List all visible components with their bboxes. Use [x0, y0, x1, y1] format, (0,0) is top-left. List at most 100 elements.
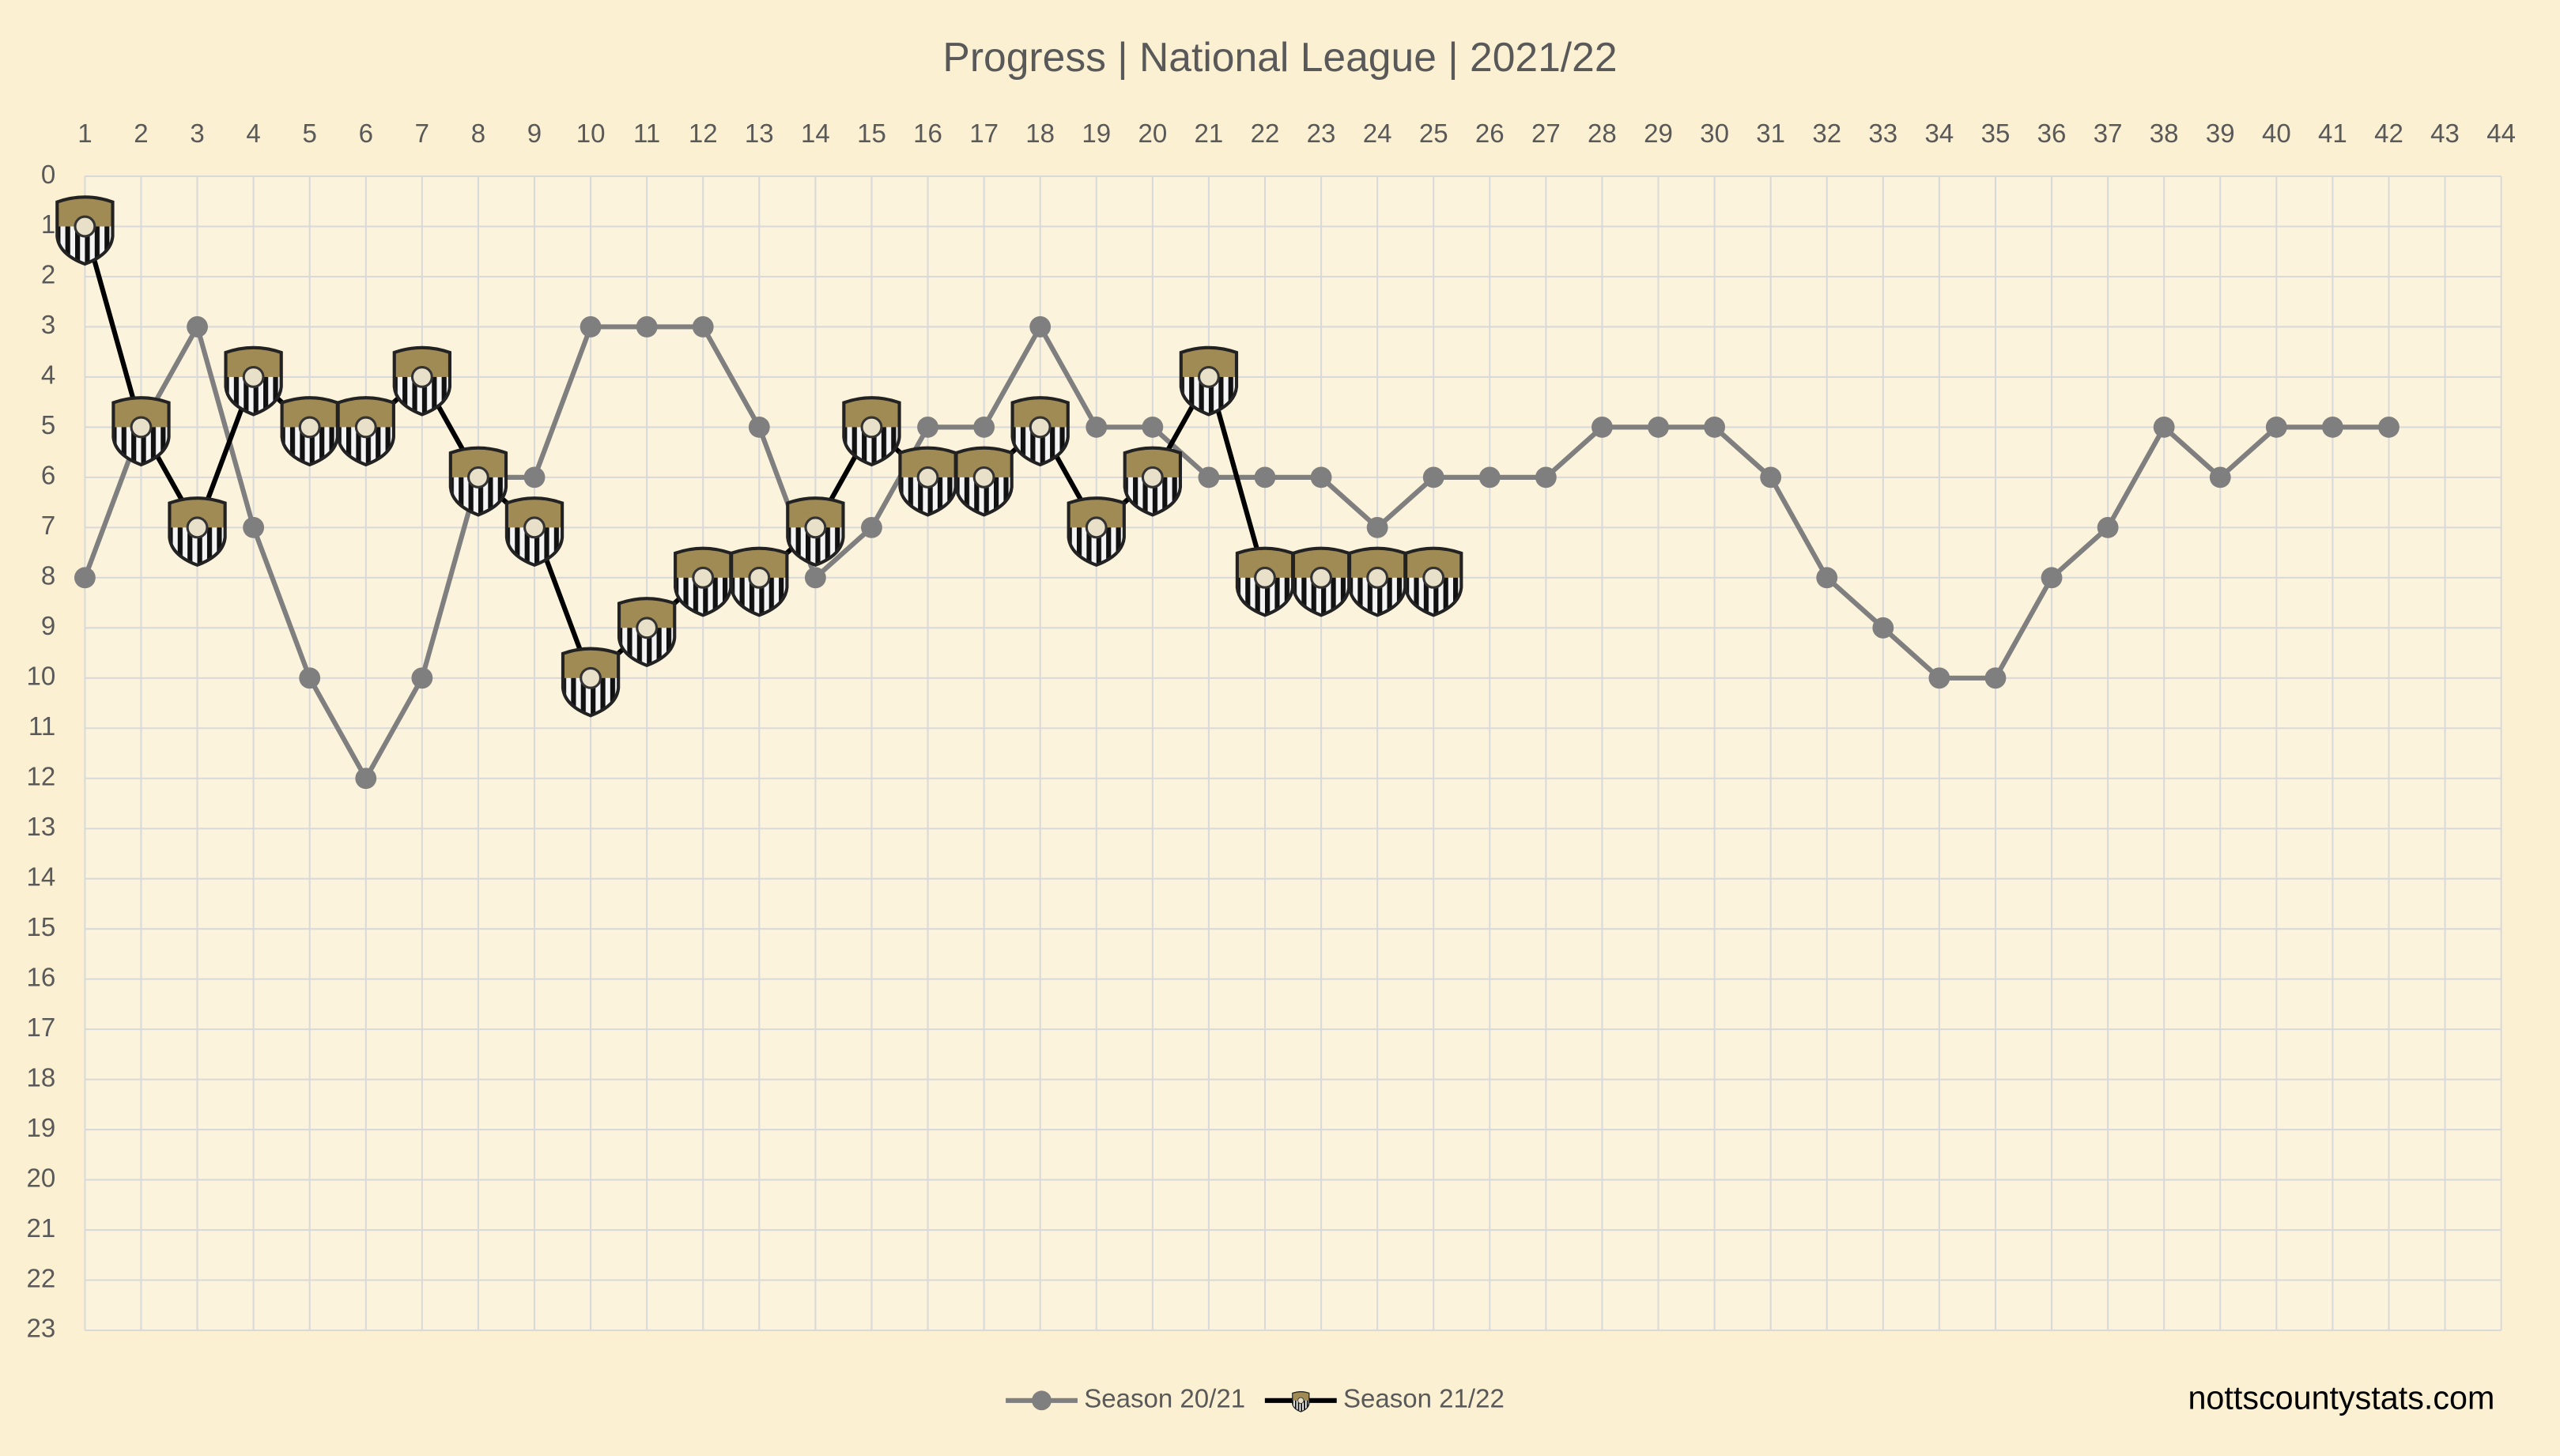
x-tick-label: 37	[2094, 119, 2123, 149]
x-tick-label: 24	[1363, 119, 1392, 149]
y-tick-label: 15	[26, 913, 55, 942]
x-tick-label: 19	[1082, 119, 1111, 149]
badge-marker	[448, 446, 508, 517]
x-tick-label: 9	[527, 119, 542, 149]
badge-outline	[392, 345, 452, 417]
point	[355, 768, 377, 790]
point	[1310, 466, 1332, 488]
badge-crest	[1422, 566, 1445, 589]
badge-crest	[523, 516, 546, 539]
x-tick-label: 14	[801, 119, 830, 149]
point	[1366, 516, 1388, 538]
point	[299, 667, 321, 689]
point	[580, 316, 602, 338]
badge-crest	[466, 466, 489, 488]
x-tick-label: 22	[1251, 119, 1280, 149]
point	[1872, 617, 1894, 639]
x-tick-label: 34	[1925, 119, 1954, 149]
x-tick-label: 42	[2374, 119, 2403, 149]
x-tick-label: 20	[1138, 119, 1167, 149]
x-tick-label: 18	[1025, 119, 1055, 149]
x-tick-label: 40	[2262, 119, 2291, 149]
point	[1422, 466, 1444, 488]
badge-marker	[898, 446, 957, 517]
badge-marker	[1292, 1391, 1310, 1413]
x-tick-label: 26	[1475, 119, 1505, 149]
point	[1928, 667, 1950, 689]
point	[411, 667, 433, 689]
x-tick-label: 15	[857, 119, 886, 149]
badge-crest	[74, 215, 96, 238]
badge-marker	[617, 597, 677, 668]
badge-crest	[972, 466, 995, 488]
badge-outline	[55, 195, 115, 266]
y-tick-label: 23	[26, 1315, 55, 1344]
badge-body	[1293, 548, 1350, 616]
x-tick-label: 25	[1419, 119, 1448, 149]
badge-outline	[730, 546, 789, 617]
y-tick-label: 19	[26, 1114, 55, 1143]
badge-outline	[280, 396, 339, 467]
badge-crest	[692, 566, 715, 589]
y-tick-label: 17	[26, 1013, 55, 1043]
badge-crest	[804, 516, 827, 539]
badge-marker	[730, 546, 789, 617]
grid	[84, 175, 2502, 1332]
y-tick-label: 1	[41, 210, 55, 240]
point	[2153, 416, 2175, 438]
badge-marker	[674, 546, 733, 617]
point	[917, 416, 938, 438]
x-tick-label: 21	[1195, 119, 1224, 149]
x-tick-label: 28	[1588, 119, 1617, 149]
chart-title: Progress | National League | 2021/22	[942, 34, 1617, 80]
y-tick-label: 22	[26, 1264, 55, 1293]
x-tick-label: 5	[303, 119, 317, 149]
x-tick-label: 39	[2206, 119, 2235, 149]
x-tick-label: 43	[2430, 119, 2460, 149]
point	[1086, 416, 1108, 438]
x-tick-label: 44	[2486, 119, 2516, 149]
x-tick-label: 33	[1868, 119, 1897, 149]
point	[861, 516, 882, 538]
badge-marker	[280, 396, 339, 467]
badge-marker	[1235, 546, 1295, 617]
x-tick-label: 32	[1812, 119, 1841, 149]
x-tick-label: 2	[134, 119, 148, 149]
badge-marker	[168, 496, 227, 568]
badge-marker	[224, 345, 283, 417]
x-tick-label: 17	[969, 119, 999, 149]
badge-crest	[636, 617, 659, 639]
x-tick-label: 7	[415, 119, 429, 149]
point	[1704, 416, 1726, 438]
badge-crest	[410, 365, 433, 388]
point	[692, 316, 714, 338]
badge-outline	[954, 446, 1014, 517]
badge-outline	[1292, 1391, 1310, 1413]
y-tick-label: 9	[41, 612, 55, 641]
point	[804, 567, 826, 589]
y-tick-label: 20	[26, 1164, 55, 1193]
badge-marker	[786, 496, 845, 568]
y-tick-label: 13	[26, 813, 55, 842]
series	[55, 195, 1463, 718]
badge-marker	[392, 345, 452, 417]
badge-outline	[786, 496, 845, 568]
x-tick-label: 27	[1531, 119, 1561, 149]
point	[74, 567, 96, 589]
y-tick-label: 8	[41, 562, 55, 591]
y-tick-label: 7	[41, 511, 55, 541]
badge-crest	[1029, 416, 1052, 439]
badge-marker	[111, 396, 171, 467]
y-tick-label: 0	[41, 160, 55, 190]
badge-marker	[55, 195, 115, 266]
badge-crest	[186, 516, 209, 539]
y-tick-label: 2	[41, 261, 55, 290]
badge-outline	[1235, 546, 1295, 617]
legend-label: Season 20/21	[1084, 1385, 1245, 1414]
x-tick-label: 4	[246, 119, 260, 149]
badge-body	[450, 447, 507, 515]
point	[1592, 416, 1613, 438]
x-tick-label: 38	[2150, 119, 2179, 149]
badge-outline	[1347, 546, 1407, 617]
badge-crest	[1310, 566, 1332, 589]
